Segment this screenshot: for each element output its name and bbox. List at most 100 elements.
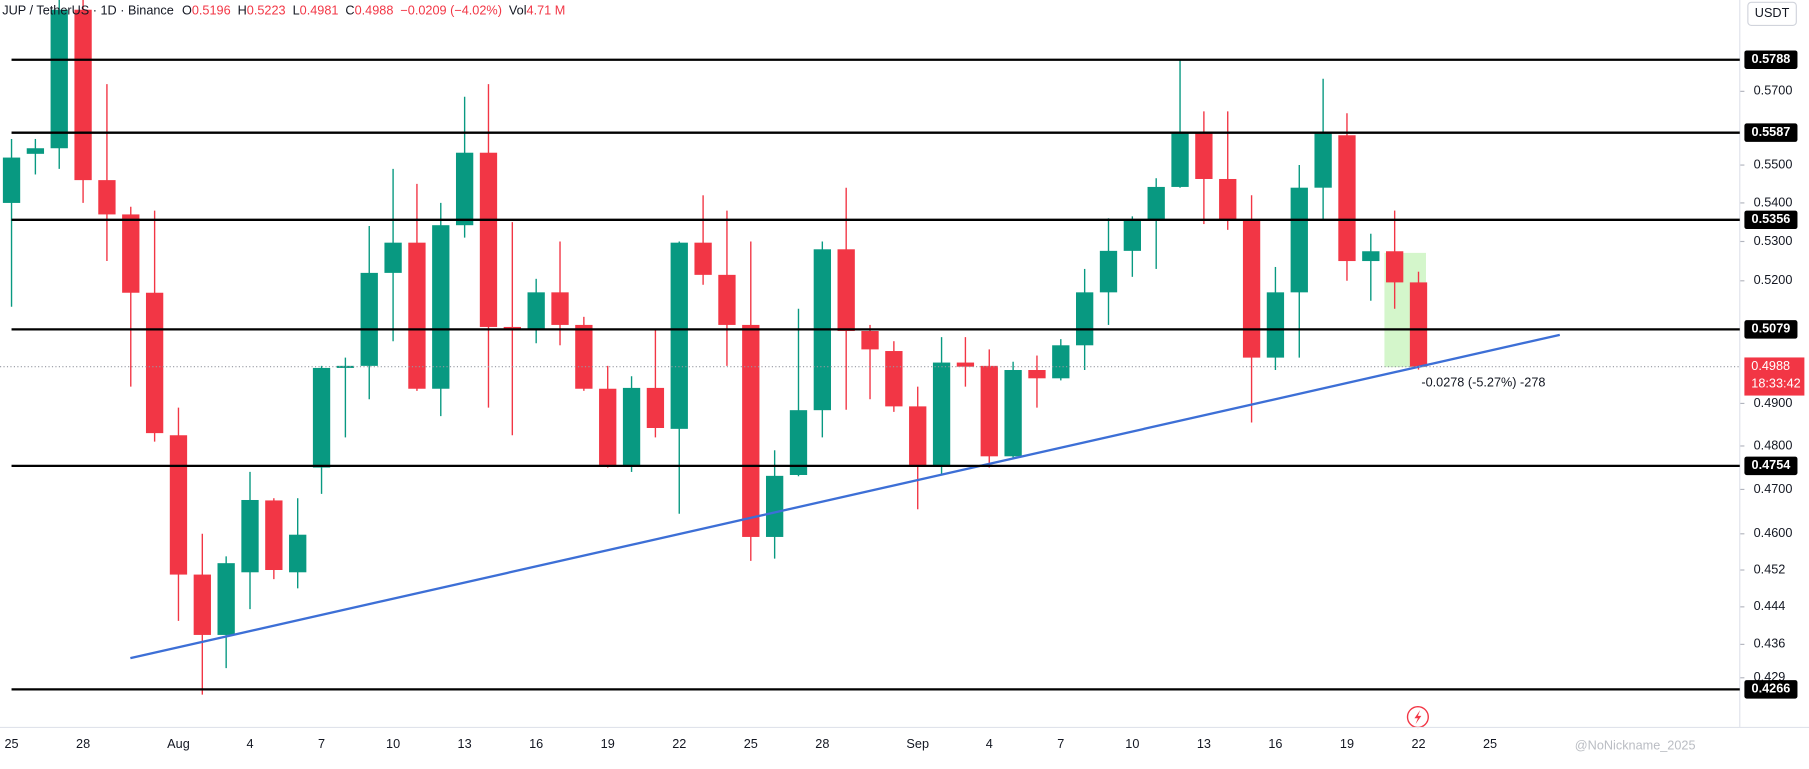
- plot-area: [2, 0, 1428, 695]
- candle-body: [384, 242, 402, 273]
- candle-body: [1028, 370, 1046, 379]
- close-label: C: [345, 4, 354, 18]
- level-label: 0.5788: [1752, 52, 1791, 66]
- candle-body: [122, 214, 140, 293]
- candle-body: [265, 500, 283, 571]
- candle-body: [1004, 370, 1022, 457]
- open-value: 0.5196: [192, 4, 231, 18]
- y-tick-label: 0.4600: [1754, 526, 1793, 540]
- x-tick-label: 22: [672, 737, 686, 751]
- close-value: 0.4988: [355, 4, 394, 18]
- candle-body: [909, 406, 927, 467]
- level-label: 0.5079: [1752, 322, 1791, 336]
- x-tick-label: 28: [76, 737, 90, 751]
- x-tick-label: Sep: [906, 737, 929, 751]
- candle-body: [885, 351, 903, 407]
- candle-body: [1314, 132, 1332, 188]
- y-tick-label: 0.5400: [1754, 195, 1793, 209]
- level-label: 0.4266: [1752, 682, 1791, 696]
- candle-body: [1266, 292, 1285, 358]
- candle-body: [360, 272, 378, 366]
- last-price-label: 0.4988: [1751, 359, 1790, 373]
- candle-body: [575, 324, 593, 389]
- x-tick-label: 13: [1197, 737, 1211, 751]
- candle-body: [432, 225, 450, 389]
- candle-body: [1338, 135, 1356, 262]
- candle-body: [479, 152, 498, 327]
- candle-body: [1290, 187, 1308, 293]
- candle-body: [336, 365, 355, 368]
- y-tick-label: 0.452: [1754, 562, 1786, 576]
- change: −0.0209 (−4.02%): [400, 4, 502, 18]
- watermark: @NoNickname_2025: [1575, 738, 1696, 752]
- candle-body: [193, 574, 211, 635]
- symbol: JUP / TetherUS · 1D · Binance: [2, 4, 174, 18]
- candle-body: [289, 534, 307, 573]
- x-tick-label: 19: [601, 737, 615, 751]
- level-label-box: [1744, 456, 1798, 476]
- level-label: 0.5587: [1752, 125, 1791, 139]
- x-tick-label: Aug: [167, 737, 190, 751]
- candle-body: [503, 326, 521, 329]
- y-tick-label: 0.4900: [1754, 396, 1793, 410]
- candle-body: [312, 367, 331, 468]
- candle-body: [765, 475, 784, 537]
- high-value: 0.5223: [247, 4, 286, 18]
- candle-body: [599, 388, 617, 467]
- y-tick-label: 0.5500: [1754, 157, 1793, 171]
- level-label-box: [1744, 123, 1798, 142]
- candle-body: [217, 563, 235, 635]
- candle-body: [670, 242, 688, 429]
- candle-body: [1386, 251, 1404, 283]
- candle-body: [98, 180, 116, 215]
- candle-body: [527, 292, 545, 329]
- price-axis: 0.5700 0.5500 0.5400 0.5300 0.5200 0.4900 0.48…: [1739, 84, 1793, 684]
- event-icon-bolt: [1414, 710, 1422, 724]
- x-tick-label: 10: [1125, 737, 1139, 751]
- y-tick-label: 0.5200: [1754, 273, 1793, 287]
- y-tick-label: 0.436: [1754, 637, 1786, 651]
- x-tick-label: 25: [744, 737, 758, 751]
- candle-body: [1362, 251, 1380, 262]
- y-tick-label: 0.4700: [1754, 482, 1793, 496]
- candle-body: [1052, 345, 1070, 379]
- open-label: O: [182, 4, 192, 18]
- x-tick-label: 13: [458, 737, 472, 751]
- high-label: H: [238, 4, 247, 18]
- y-tick-label: 0.4800: [1754, 438, 1793, 452]
- candle-body: [1147, 186, 1165, 220]
- candle-body: [1195, 132, 1213, 179]
- candle-body: [718, 274, 736, 325]
- level-label: 0.5356: [1752, 212, 1791, 226]
- x-tick-label: 22: [1411, 737, 1425, 751]
- level-label: 0.4754: [1752, 458, 1791, 472]
- x-tick-label: 16: [1268, 737, 1282, 751]
- candle-body: [26, 148, 45, 154]
- x-tick-label: 4: [246, 737, 253, 751]
- x-tick-label: 25: [4, 737, 18, 751]
- candle-body: [789, 410, 808, 475]
- candle-body: [1242, 219, 1261, 358]
- level-label-box: [1744, 210, 1798, 230]
- header: JUP / TetherUS · 1D · Binance O0.5196 H0…: [2, 4, 565, 18]
- candle-body: [408, 242, 426, 389]
- candle-body: [50, 9, 68, 149]
- candle-body: [1099, 250, 1118, 293]
- candle-body: [241, 499, 259, 573]
- candle-body: [932, 362, 951, 467]
- low-value: 0.4981: [300, 4, 339, 18]
- candle-body: [1171, 132, 1189, 187]
- candle-body: [1409, 282, 1428, 367]
- measure-label: -0.0278 (-5.27%) -278: [1421, 376, 1545, 390]
- level-label-box: [1744, 320, 1798, 339]
- candle-body: [145, 292, 164, 434]
- candle-body: [742, 324, 760, 537]
- x-tick-label: 28: [815, 737, 829, 751]
- candle-body: [622, 387, 641, 467]
- level-label-box: [1744, 50, 1798, 69]
- candle-body: [74, 9, 92, 181]
- candle-body: [837, 249, 855, 332]
